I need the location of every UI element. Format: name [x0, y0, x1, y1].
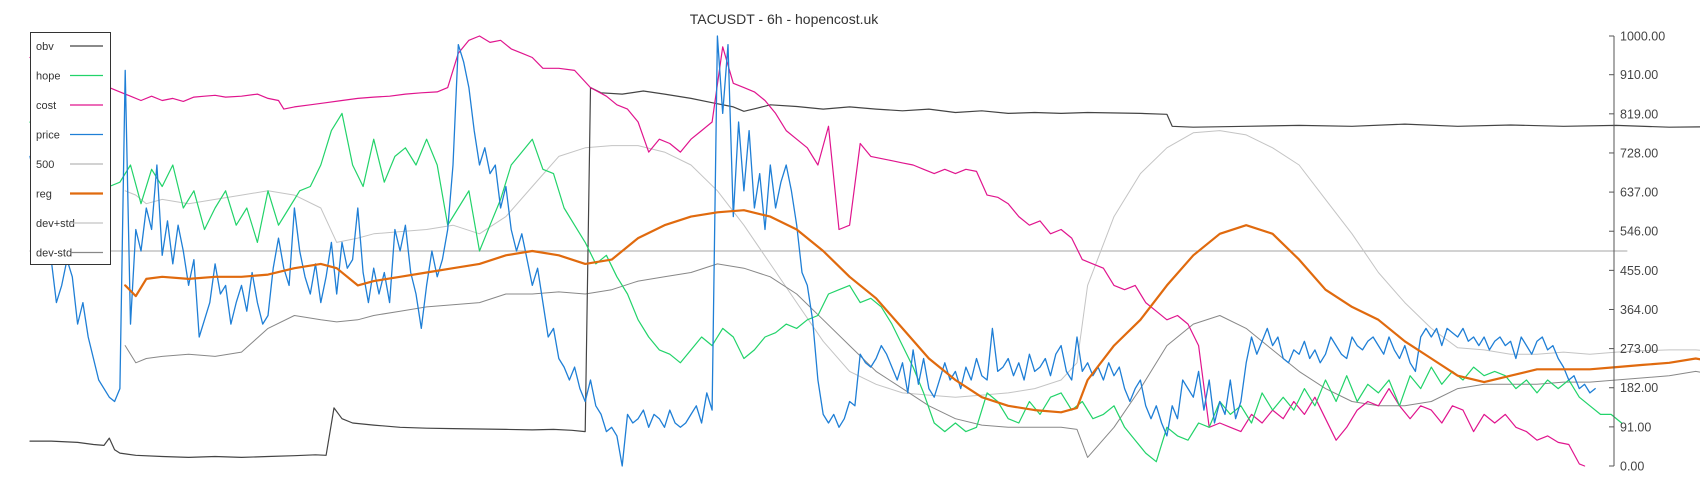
series-line-hope	[29, 112, 1623, 463]
y-tick-label: 546.00	[1620, 225, 1658, 239]
series-layer	[29, 35, 1700, 467]
series-line-obv	[29, 87, 1700, 458]
y-tick-label: 728.00	[1620, 146, 1658, 160]
y-tick-label: 91.00	[1620, 420, 1651, 434]
y-axis: 1000.00 910.00 819.00 728.00 637.00 546.00 455…	[1609, 30, 1665, 474]
legend-label-500: 500	[36, 159, 54, 171]
legend-label-obv: obv	[36, 41, 54, 53]
series-line-dev-std	[124, 263, 1700, 458]
legend-label-dev-std: dev-std	[36, 248, 72, 260]
y-tick-label: 273.00	[1620, 342, 1658, 356]
legend-box	[30, 32, 111, 265]
y-tick-label: 1000.00	[1620, 30, 1665, 44]
series-line-cost	[29, 35, 1586, 467]
y-tick-label: 364.00	[1620, 303, 1658, 317]
y-tick-label: 455.00	[1620, 264, 1658, 278]
y-tick-label: 819.00	[1620, 107, 1658, 121]
legend: obv hope cost price 500 reg dev+std dev-std	[30, 32, 111, 265]
y-tick-label: 182.00	[1620, 381, 1658, 395]
chart-title: TACUSDT - 6h - hopencost.uk	[690, 11, 880, 27]
legend-label-dev-std: dev+std	[36, 218, 75, 230]
legend-label-cost: cost	[36, 100, 56, 112]
y-tick-label: 910.00	[1620, 68, 1658, 82]
legend-label-hope: hope	[36, 71, 60, 83]
y-tick-label: 637.00	[1620, 186, 1658, 200]
legend-label-price: price	[36, 130, 60, 142]
series-line-dev-std	[124, 130, 1700, 398]
legend-label-reg: reg	[36, 189, 52, 201]
series-line-price	[29, 35, 1596, 467]
y-tick-label: 0.00	[1620, 460, 1644, 474]
series-line-reg	[124, 209, 1700, 414]
